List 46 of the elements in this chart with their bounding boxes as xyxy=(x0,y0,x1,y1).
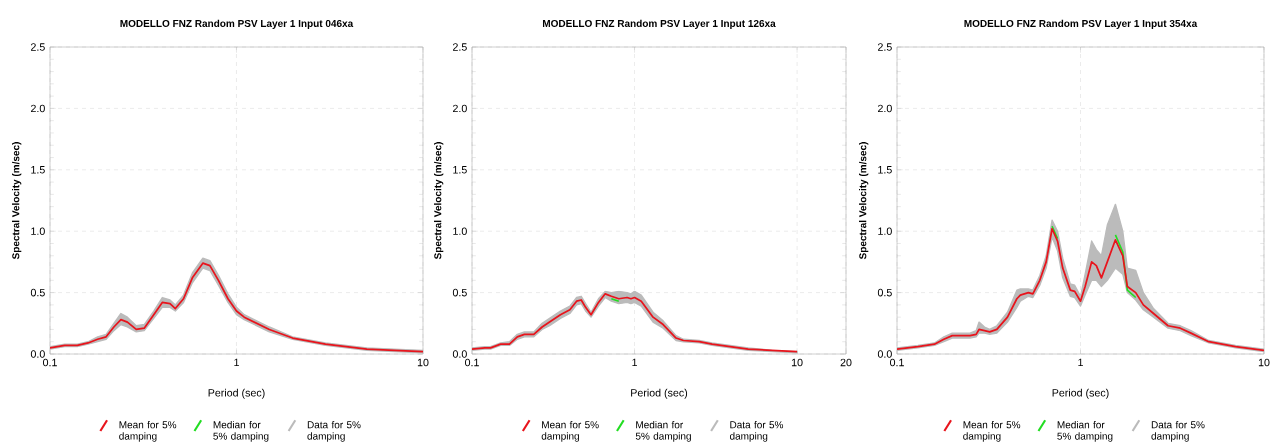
y-tick-label: 0.0 xyxy=(30,350,45,358)
x-tick-label: 1 xyxy=(1078,358,1083,367)
y-tick-label: 2.0 xyxy=(878,104,892,113)
x-tick-label: 10 xyxy=(417,358,429,367)
chart-title: MODELLO FNZ Random PSV Layer 1 Input 046xa xyxy=(120,19,354,29)
y-tick-label: 2.5 xyxy=(31,43,45,51)
x-tick-label: 0.1 xyxy=(465,358,479,367)
y-tick-label: 0.0 xyxy=(877,350,892,358)
y-tick-label: 2.5 xyxy=(453,43,467,51)
x-tick-label: 10 xyxy=(791,358,803,367)
y-tick-label: 1.5 xyxy=(453,166,467,174)
y-tick-label: 2.0 xyxy=(453,104,467,113)
y-tick-label: 2.5 xyxy=(878,43,892,51)
legend-label: Mean for 5% damping xyxy=(119,421,177,442)
legend-label: Mean for 5% damping xyxy=(541,421,599,442)
legend-label: Data for 5% damping xyxy=(729,421,784,442)
y-axis-title: Spectral Velocity (m/sec) xyxy=(859,142,869,260)
legend-label: Data for 5% damping xyxy=(1151,421,1205,442)
y-tick-label: 1.5 xyxy=(878,166,892,174)
x-tick-label: 20 xyxy=(840,358,852,367)
x-tick-label: 10 xyxy=(1258,358,1270,367)
legend-label: Data for 5% damping xyxy=(307,421,361,442)
y-axis-title: Spectral Velocity (m/sec) xyxy=(12,142,22,260)
x-tick-label: 1 xyxy=(632,358,637,367)
y-tick-label: 0.5 xyxy=(877,288,892,297)
y-tick-label: 1.0 xyxy=(31,227,45,235)
y-tick-label: 0.0 xyxy=(452,350,467,358)
y-tick-label: 1.0 xyxy=(453,227,467,235)
x-tick-label: 0.1 xyxy=(43,358,57,367)
y-tick-label: 2.0 xyxy=(31,104,45,113)
y-tick-label: 0.5 xyxy=(452,288,467,297)
x-tick-label: 0.1 xyxy=(890,358,904,367)
x-axis-title: Period (sec) xyxy=(208,388,265,399)
legend-label: Mean for 5% damping xyxy=(963,421,1021,442)
y-tick-label: 0.5 xyxy=(30,288,45,297)
x-tick-label: 1 xyxy=(234,358,239,367)
y-tick-label: 1.0 xyxy=(878,227,892,235)
y-axis-title: Spectral Velocity (m/sec) xyxy=(434,142,444,260)
chart-title: MODELLO FNZ Random PSV Layer 1 Input 354xa xyxy=(964,19,1198,29)
chart-title: MODELLO FNZ Random PSV Layer 1 Input 126xa xyxy=(542,19,776,29)
x-axis-title: Period (sec) xyxy=(631,388,688,399)
x-axis-title: Period (sec) xyxy=(1052,388,1109,399)
legend-label: Median for 5% damping xyxy=(1057,421,1113,442)
legend-label: Median for 5% damping xyxy=(635,421,691,442)
y-tick-label: 1.5 xyxy=(31,166,45,174)
legend-label: Median for 5% damping xyxy=(213,421,269,442)
